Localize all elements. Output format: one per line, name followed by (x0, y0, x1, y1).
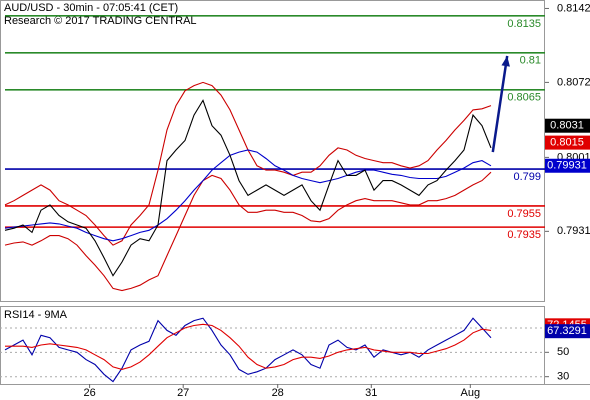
price-tag-label: 0.8031 (550, 120, 584, 132)
price-tag-label: 0.8015 (550, 137, 584, 149)
series-line (4, 171, 492, 292)
price-tag-label: 0.79931 (547, 160, 587, 172)
level-label: 0.81 (520, 55, 541, 67)
price-tag (545, 118, 590, 133)
rsi-panel-frame (0, 306, 545, 385)
main-panel-frame (0, 0, 545, 302)
price-tag (545, 135, 590, 150)
x-tick-label: 28 (272, 387, 284, 399)
y-tick-label: 0.8072 (557, 76, 590, 88)
y-tick-label: 50 (557, 346, 569, 358)
level-label: 0.7935 (507, 229, 541, 241)
series-line (4, 149, 492, 242)
series-line (4, 81, 492, 246)
chart-subtitle: Research © 2017 TRADING CENTRAL (4, 15, 197, 27)
x-tick-label: Aug (461, 387, 481, 399)
series-line (5, 323, 492, 370)
y-tick-label: 0.7931 (557, 225, 590, 237)
y-tick-label: 0.8142 (557, 2, 590, 14)
price-tag (545, 158, 590, 173)
series-line (4, 99, 492, 277)
y-tick-label: 30 (557, 371, 569, 383)
x-tick-label: 27 (177, 387, 189, 399)
arrow-head (501, 55, 510, 67)
level-label: 0.7955 (507, 208, 541, 220)
rsi-title: RSI14 - 9MA (4, 309, 68, 321)
level-label: 0.8135 (507, 18, 541, 30)
price-tag-label: 67.3291 (547, 325, 587, 337)
chart-title: AUD/USD - 30min - 07:05:41 (CET) (4, 2, 178, 14)
forecast-arrow (491, 55, 509, 153)
x-tick-label: 26 (83, 387, 95, 399)
x-tick-label: 31 (365, 387, 377, 399)
series-line (4, 317, 492, 383)
level-label: 0.799 (513, 171, 541, 183)
level-label: 0.8065 (507, 92, 541, 104)
price-tag (545, 324, 590, 339)
